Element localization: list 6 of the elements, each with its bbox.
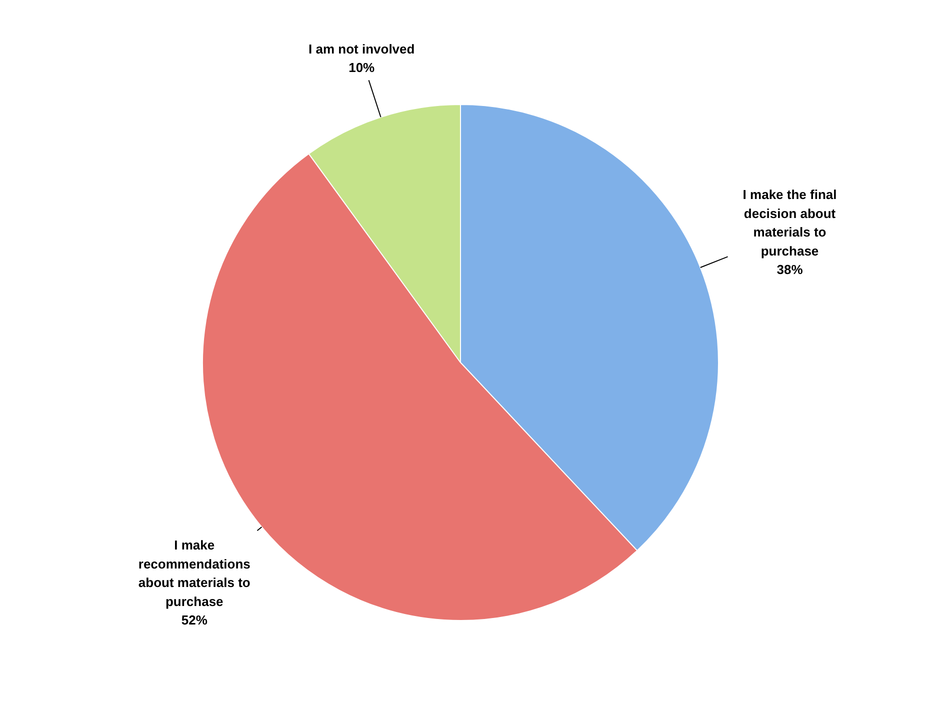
slice-label: I make recommendations about materials to purchase (138, 538, 250, 609)
data-label: 52% (181, 612, 208, 628)
data-label: 38% (776, 262, 804, 278)
slice-label: I make the final decision about materials to purchase (742, 187, 837, 258)
slice-label: I am not involved (308, 41, 415, 56)
data-label: 10% (348, 60, 376, 76)
